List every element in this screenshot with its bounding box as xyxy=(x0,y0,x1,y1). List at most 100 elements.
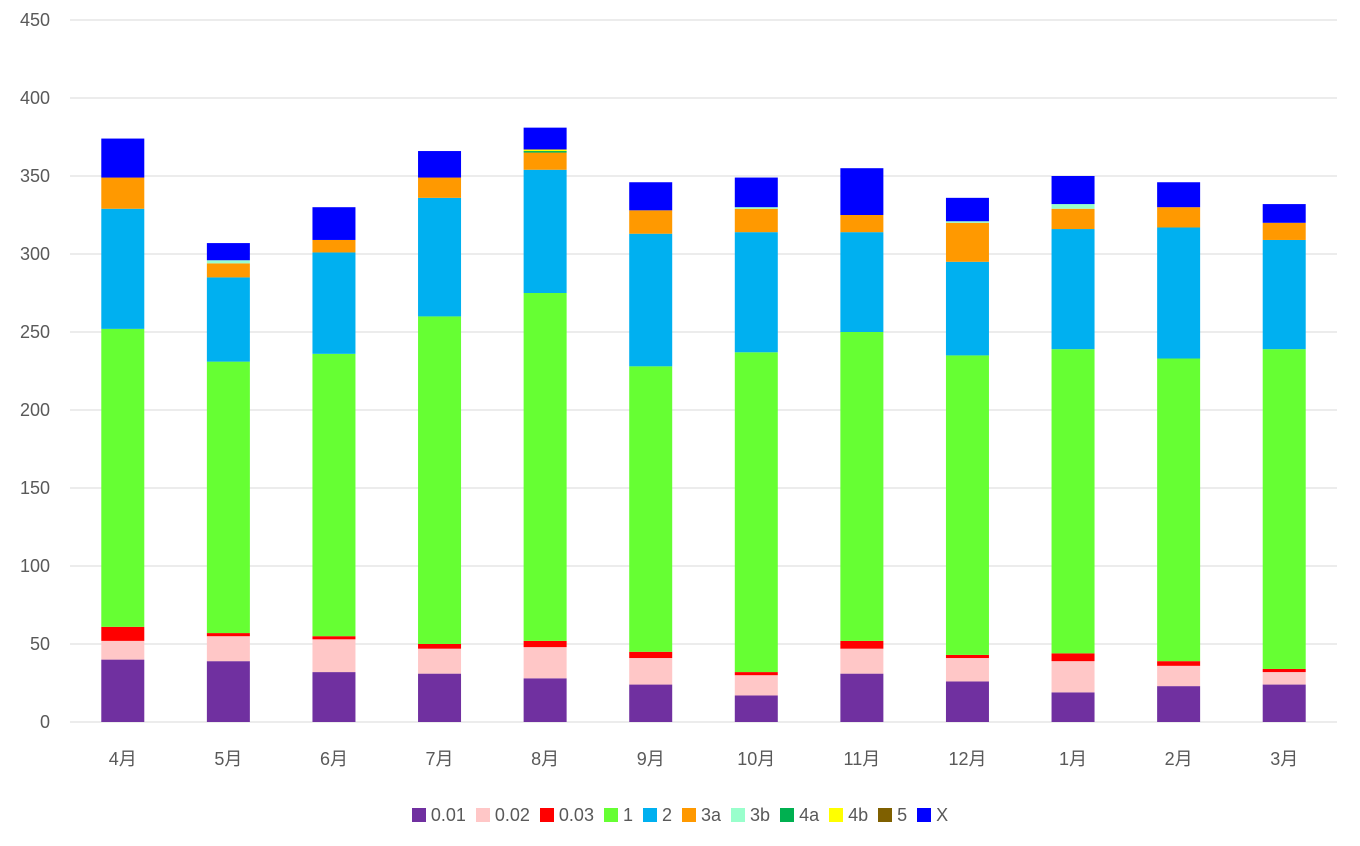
bar-segment-X-12月 xyxy=(945,197,989,222)
y-tick-label: 100 xyxy=(20,556,50,576)
legend-label: 4a xyxy=(799,804,820,825)
legend-swatch xyxy=(917,808,932,822)
bar-segment-0.03-9月 xyxy=(629,651,673,659)
bar-segment-3a-6月 xyxy=(312,239,356,253)
bar-segment-0.01-8月 xyxy=(523,678,567,722)
legend-label: 0.02 xyxy=(494,804,530,825)
bar-segment-3a-11月 xyxy=(840,215,884,233)
bar-segment-1-11月 xyxy=(840,332,884,641)
bar-segment-0.02-8月 xyxy=(523,647,567,679)
bar-segment-3a-10月 xyxy=(734,208,778,233)
legend-swatch xyxy=(878,808,893,822)
x-tick-label: 6月 xyxy=(320,749,348,769)
legend: 0.01 0.02 0.03 1 2 3a 3b 4a 4b 5 X xyxy=(0,800,1360,830)
bar-segment-0.01-1月 xyxy=(1051,692,1095,722)
bar-segment-4b-8月 xyxy=(523,149,567,152)
bar-segment-X-11月 xyxy=(840,168,884,215)
bar-segment-0.01-10月 xyxy=(734,695,778,722)
bar-segment-X-7月 xyxy=(418,151,462,178)
bar-segment-0.01-9月 xyxy=(629,684,673,722)
legend-label: 0.03 xyxy=(558,804,594,825)
bar-segment-3a-3月 xyxy=(1262,222,1306,240)
bar-segment-X-3月 xyxy=(1262,204,1306,223)
legend-swatch xyxy=(829,808,844,822)
bar-segment-1-4月 xyxy=(101,328,145,627)
bar-segment-2-1月 xyxy=(1051,229,1095,350)
bar-segment-0.01-2月 xyxy=(1157,686,1201,722)
bar-segment-1-10月 xyxy=(734,352,778,673)
bar-segment-0.01-6月 xyxy=(312,672,356,722)
y-tick-label: 0 xyxy=(40,712,50,732)
bar-segment-0.03-7月 xyxy=(418,644,462,649)
bar-segment-0.01-5月 xyxy=(206,661,250,722)
bar-segment-2-9月 xyxy=(629,233,673,367)
bar-segment-1-6月 xyxy=(312,353,356,637)
x-tick-label: 9月 xyxy=(637,749,665,769)
bar-segment-2-3月 xyxy=(1262,239,1306,350)
legend-swatch xyxy=(780,808,795,822)
x-tick-label: 7月 xyxy=(426,749,454,769)
legend-swatch xyxy=(682,808,696,822)
bar-segment-0.02-1月 xyxy=(1051,661,1095,693)
bar-segment-2-2月 xyxy=(1157,227,1201,359)
bar-segment-1-5月 xyxy=(206,361,250,634)
bar-segment-2-5月 xyxy=(206,277,250,362)
bar-segment-0.02-12月 xyxy=(945,658,989,682)
bar-segment-X-9月 xyxy=(629,182,673,211)
bar-segment-3a-5月 xyxy=(206,263,250,278)
bar-segment-3b-10月 xyxy=(734,207,778,209)
bar-segment-0.01-4月 xyxy=(101,659,145,722)
bar-segment-0.03-10月 xyxy=(734,672,778,676)
y-tick-label: 200 xyxy=(20,400,50,420)
bar-segment-3b-5月 xyxy=(206,260,250,264)
bar-segment-2-12月 xyxy=(945,261,989,356)
bar-segment-0.02-7月 xyxy=(418,648,462,674)
x-tick-label: 11月 xyxy=(844,749,881,769)
bar-segment-0.02-6月 xyxy=(312,639,356,673)
bar-segment-0.02-3月 xyxy=(1262,672,1306,685)
y-tick-label: 300 xyxy=(20,244,50,264)
x-tick-label: 2月 xyxy=(1165,749,1193,769)
bar-segment-3a-4月 xyxy=(101,177,145,209)
legend-item-1: 1 xyxy=(603,805,633,826)
y-tick-label: 400 xyxy=(20,88,50,108)
bar-segment-0.02-5月 xyxy=(206,636,250,662)
bar-segment-2-7月 xyxy=(418,197,462,317)
legend-item-0.01: 0.01 xyxy=(411,805,466,826)
bar-segment-2-11月 xyxy=(840,232,884,332)
legend-item-2: 2 xyxy=(642,805,672,826)
x-tick-label: 1月 xyxy=(1059,749,1087,769)
bar-segment-0.03-1月 xyxy=(1051,653,1095,662)
x-tick-label: 10月 xyxy=(737,749,775,769)
bar-segment-2-6月 xyxy=(312,252,356,354)
bar-segment-1-8月 xyxy=(523,293,567,641)
bar-segment-3a-8月 xyxy=(523,152,567,170)
legend-item-5: 5 xyxy=(878,805,907,826)
y-tick-label: 150 xyxy=(20,478,50,498)
bar-segment-0.02-10月 xyxy=(734,675,778,696)
x-tick-label: 12月 xyxy=(948,749,986,769)
bar-segment-0.03-12月 xyxy=(945,654,989,659)
bar-segment-0.02-2月 xyxy=(1157,665,1201,687)
bar-segment-2-10月 xyxy=(734,232,778,353)
bar-segment-X-10月 xyxy=(734,177,778,208)
legend-label: X xyxy=(936,804,949,825)
bar-segment-0.03-5月 xyxy=(206,633,250,637)
legend-label: 4b xyxy=(848,804,869,825)
y-tick-label: 50 xyxy=(30,634,50,654)
stacked-bar-chart: 0 50 100 150 200 250 300 350 400 450 4月 5月 6月 7月 8月 9月 1… xyxy=(20,10,1337,769)
bar-segment-1-2月 xyxy=(1157,358,1201,662)
legend-item-4b: 4b xyxy=(829,805,868,826)
bar-segment-3a-7月 xyxy=(418,177,462,198)
x-tick-label: 8月 xyxy=(531,749,559,769)
bar-segment-0.03-11月 xyxy=(840,640,884,649)
legend-label: 3a xyxy=(701,804,722,825)
bar-segment-0.02-4月 xyxy=(101,640,145,660)
legend-swatch xyxy=(539,808,554,822)
bar-segment-1-12月 xyxy=(945,355,989,655)
x-tick-label: 4月 xyxy=(109,749,137,769)
legend-swatch xyxy=(475,808,490,822)
bar-segment-0.01-3月 xyxy=(1262,684,1306,722)
bar-segment-0.02-9月 xyxy=(629,658,673,685)
